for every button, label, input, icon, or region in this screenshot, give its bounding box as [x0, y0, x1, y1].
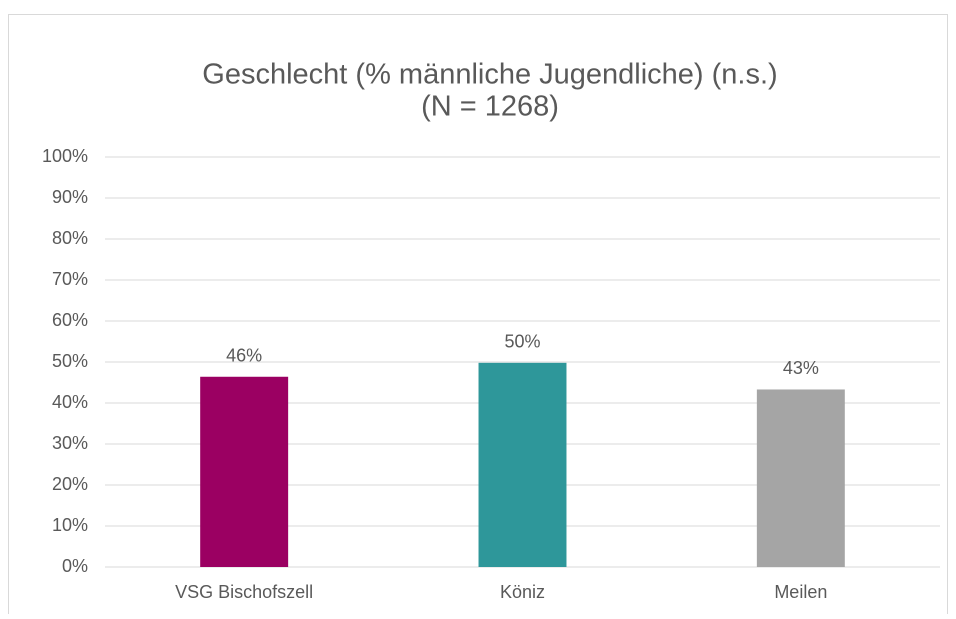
- chart-title: Geschlecht (% männliche Jugendliche) (n.…: [202, 59, 777, 91]
- y-tick-label: 40%: [52, 392, 88, 412]
- value-label: 43%: [783, 358, 819, 378]
- y-tick-label: 20%: [52, 474, 88, 494]
- y-tick-label: 60%: [52, 310, 88, 330]
- y-tick-label: 100%: [42, 146, 88, 166]
- value-label: 50%: [504, 332, 540, 352]
- bar: [200, 376, 289, 567]
- y-tick-label: 0%: [62, 556, 88, 576]
- y-tick-label: 90%: [52, 187, 88, 207]
- y-tick-label: 50%: [52, 351, 88, 371]
- x-tick-label: Meilen: [774, 582, 827, 602]
- y-tick-label: 30%: [52, 433, 88, 453]
- y-tick-label: 70%: [52, 269, 88, 289]
- x-tick-label: Köniz: [500, 582, 545, 602]
- y-tick-label: 80%: [52, 228, 88, 248]
- y-tick-label: 10%: [52, 515, 88, 535]
- chart-title: (N = 1268): [421, 91, 559, 123]
- value-label: 46%: [226, 346, 262, 366]
- bar: [478, 362, 567, 567]
- x-tick-label: VSG Bischofszell: [175, 582, 313, 602]
- bar: [756, 389, 845, 567]
